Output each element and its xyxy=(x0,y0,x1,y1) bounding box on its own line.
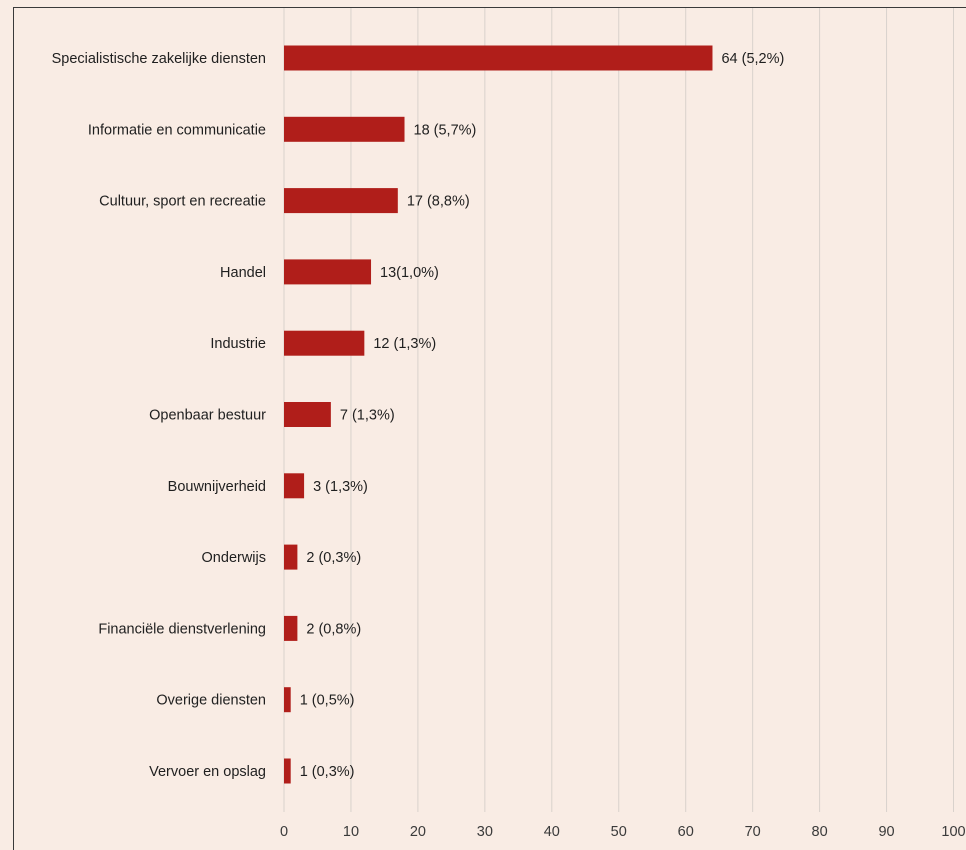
chart-frame xyxy=(13,7,966,850)
data-labels: 64 (5,2%) 18 (5,7%) 17 (8,8%) 13(1,0%) 12 (1… xyxy=(300,51,785,780)
data-label: 12 (1,3%) xyxy=(373,336,436,352)
category-label: Industrie xyxy=(210,336,266,352)
category-label: Specialistische zakelijke diensten xyxy=(52,51,266,67)
category-label: Cultuur, sport en recreatie xyxy=(99,194,266,210)
bar xyxy=(284,473,305,499)
bar xyxy=(284,615,298,641)
x-tick-label: 10 xyxy=(343,824,359,840)
bar xyxy=(284,330,365,356)
x-tick-label: 70 xyxy=(745,824,761,840)
x-tick-label: 100 xyxy=(941,824,965,840)
x-tick-label: 50 xyxy=(611,824,627,840)
category-labels: Specialistische zakelijke diensten Inform… xyxy=(52,51,267,780)
x-tick-label: 20 xyxy=(410,824,426,840)
bar xyxy=(284,758,291,784)
data-label: 7 (1,3%) xyxy=(340,408,395,424)
x-axis-tick-labels: 0 10 20 30 40 50 60 70 80 90 100 xyxy=(280,824,966,840)
category-label: Overige diensten xyxy=(156,693,266,709)
bar xyxy=(284,402,331,427)
x-tick-label: 80 xyxy=(812,824,828,840)
bar xyxy=(284,45,713,71)
data-label: 1 (0,5%) xyxy=(300,693,355,709)
bars xyxy=(284,45,713,784)
x-tick-label: 30 xyxy=(477,824,493,840)
category-label: Bouwnijverheid xyxy=(168,479,266,495)
data-label: 64 (5,2%) xyxy=(721,51,784,67)
x-tick-label: 90 xyxy=(878,824,894,840)
data-label: 2 (0,8%) xyxy=(306,621,361,637)
bar xyxy=(284,188,398,214)
category-label: Onderwijs xyxy=(202,550,266,566)
bar xyxy=(284,259,372,285)
bar xyxy=(284,544,298,570)
bar xyxy=(284,116,405,142)
category-label: Handel xyxy=(220,265,266,281)
category-label: Informatie en communicatie xyxy=(88,122,266,138)
category-label: Financiële dienstverlening xyxy=(98,621,266,637)
data-label: 17 (8,8%) xyxy=(407,194,470,210)
bar xyxy=(284,687,291,713)
data-label: 13(1,0%) xyxy=(380,265,439,281)
x-tick-label: 0 xyxy=(280,824,288,840)
data-label: 1 (0,3%) xyxy=(300,764,355,780)
data-label: 18 (5,7%) xyxy=(414,122,477,138)
x-tick-label: 40 xyxy=(544,824,560,840)
category-label: Openbaar bestuur xyxy=(149,408,266,424)
data-label: 3 (1,3%) xyxy=(313,479,368,495)
x-tick-label: 60 xyxy=(678,824,694,840)
category-label: Vervoer en opslag xyxy=(149,764,266,780)
data-label: 2 (0,3%) xyxy=(306,550,361,566)
